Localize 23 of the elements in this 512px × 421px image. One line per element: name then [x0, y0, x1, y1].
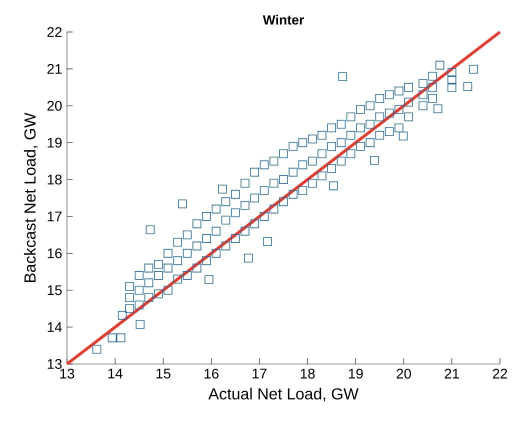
y-tick-label: 16	[48, 248, 62, 258]
y-tick-label: 14	[48, 322, 62, 332]
x-axis-title: Actual Net Load, GW	[208, 388, 359, 402]
x-tick-label: 15	[156, 368, 170, 378]
y-tick-label: 22	[47, 27, 62, 37]
x-tick-label: 17	[252, 368, 267, 378]
y-tick-label: 20	[47, 100, 62, 111]
x-tick-label: 14	[108, 368, 122, 378]
y-tick-label: 13	[48, 359, 62, 369]
y-tick-label: 19	[48, 138, 62, 148]
x-tick-label: 16	[204, 368, 218, 379]
x-tick-label: 21	[444, 368, 459, 378]
x-tick-label: 22	[492, 368, 508, 378]
y-tick-label: 17	[48, 212, 62, 222]
y-tick-label: 18	[48, 174, 62, 185]
y-tick-label: 15	[48, 285, 62, 296]
y-tick-label: 21	[47, 64, 62, 74]
x-tick-label: 13	[60, 368, 74, 379]
y-axis-title: Backcast Net Load, GW	[24, 112, 38, 282]
x-tick-label: 20	[396, 368, 411, 379]
x-tick-label: 19	[348, 368, 363, 379]
chart-title: Winter	[262, 14, 304, 25]
x-tick-label: 18	[300, 368, 315, 379]
